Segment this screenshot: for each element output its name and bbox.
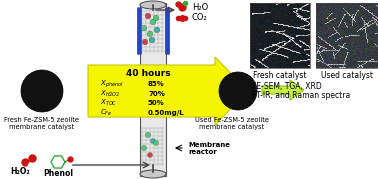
Circle shape: [149, 37, 155, 43]
Circle shape: [145, 13, 151, 19]
Text: FE-SEM, TGA, XRD: FE-SEM, TGA, XRD: [252, 81, 322, 91]
Text: Fresh Fe-ZSM-5 zeolite: Fresh Fe-ZSM-5 zeolite: [5, 117, 79, 123]
Text: membrane catalyst: membrane catalyst: [200, 124, 265, 130]
Text: Phenol: Phenol: [43, 168, 73, 178]
Circle shape: [150, 19, 156, 25]
Text: Membrane: Membrane: [188, 142, 230, 148]
Text: Used catalyst: Used catalyst: [321, 71, 373, 81]
Circle shape: [147, 153, 152, 158]
Text: $\it{X}_{H2O2}$: $\it{X}_{H2O2}$: [100, 88, 120, 99]
Text: membrane catalyst: membrane catalyst: [9, 124, 74, 130]
Circle shape: [141, 146, 147, 151]
Polygon shape: [88, 57, 248, 125]
Text: reactor: reactor: [188, 149, 217, 155]
Text: FT-IR, and Raman spectra: FT-IR, and Raman spectra: [252, 91, 350, 100]
Text: $\it{C}_{Fe}$: $\it{C}_{Fe}$: [100, 107, 113, 118]
Text: 70%: 70%: [148, 91, 165, 96]
Ellipse shape: [140, 170, 166, 178]
Bar: [250, 3, 310, 68]
Circle shape: [21, 70, 63, 112]
Text: 0.50mg/L: 0.50mg/L: [148, 110, 184, 115]
Text: 50%: 50%: [148, 100, 165, 106]
Circle shape: [142, 39, 148, 45]
Circle shape: [150, 139, 155, 144]
Circle shape: [146, 132, 150, 137]
Text: H₂O: H₂O: [192, 3, 208, 11]
Circle shape: [147, 31, 153, 37]
Text: $\it{X}_{TOC}$: $\it{X}_{TOC}$: [100, 98, 117, 108]
Text: 85%: 85%: [148, 81, 165, 87]
Ellipse shape: [140, 1, 166, 9]
Text: Used Fe-ZSM-5 zeolite: Used Fe-ZSM-5 zeolite: [195, 117, 269, 123]
Bar: [316, 3, 378, 68]
Circle shape: [153, 141, 158, 146]
Circle shape: [219, 72, 257, 110]
Text: Fresh catalyst: Fresh catalyst: [253, 71, 307, 81]
Text: H₂O₂: H₂O₂: [10, 168, 30, 176]
Text: 40 hours: 40 hours: [126, 69, 170, 78]
Polygon shape: [262, 80, 304, 100]
Circle shape: [153, 15, 159, 21]
Circle shape: [154, 27, 160, 33]
Text: $\it{X}_{phenol}$: $\it{X}_{phenol}$: [100, 78, 124, 90]
Circle shape: [141, 25, 147, 31]
Bar: [140, 3, 166, 176]
Text: CO₂: CO₂: [192, 13, 208, 23]
